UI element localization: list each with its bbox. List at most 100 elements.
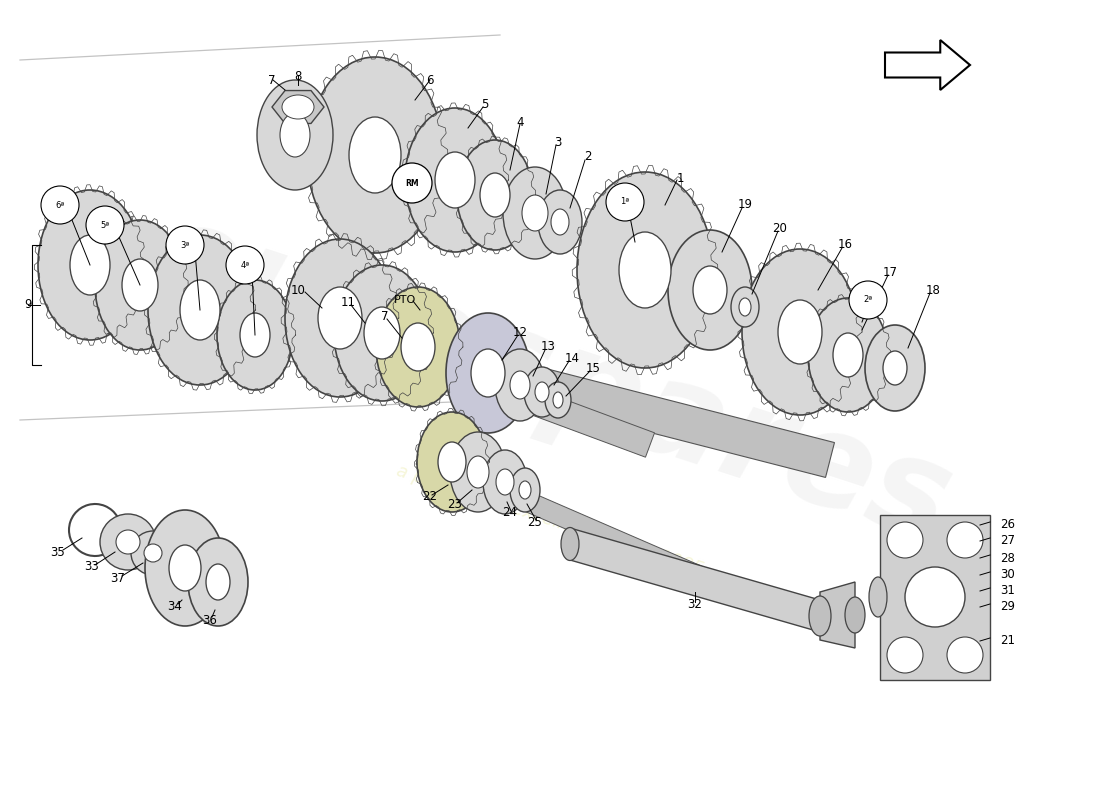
Text: 36: 36 [202, 614, 218, 626]
Text: 28: 28 [1000, 551, 1015, 565]
Text: 3ª: 3ª [180, 241, 189, 250]
Ellipse shape [510, 371, 530, 399]
Ellipse shape [318, 287, 362, 349]
Text: 2: 2 [584, 150, 592, 163]
Ellipse shape [742, 249, 858, 415]
Ellipse shape [468, 456, 490, 488]
Ellipse shape [519, 481, 531, 499]
Ellipse shape [619, 232, 671, 308]
Ellipse shape [553, 392, 563, 408]
Text: 16: 16 [837, 238, 852, 251]
Ellipse shape [544, 382, 571, 418]
Ellipse shape [808, 298, 888, 412]
Ellipse shape [95, 220, 185, 350]
Ellipse shape [188, 538, 248, 626]
Text: 12: 12 [513, 326, 528, 338]
Text: 1ª: 1ª [620, 198, 629, 206]
Text: 14: 14 [564, 351, 580, 365]
Ellipse shape [456, 140, 534, 250]
Text: RM: RM [405, 178, 419, 187]
Ellipse shape [282, 95, 314, 119]
Ellipse shape [100, 514, 156, 570]
Text: 15: 15 [585, 362, 601, 374]
Text: 33: 33 [85, 561, 99, 574]
Ellipse shape [869, 577, 887, 617]
Circle shape [166, 226, 204, 264]
Text: 24: 24 [503, 506, 517, 519]
Text: 29: 29 [1000, 601, 1015, 614]
Ellipse shape [833, 333, 864, 377]
Ellipse shape [70, 235, 110, 295]
Ellipse shape [434, 152, 475, 208]
Ellipse shape [450, 432, 506, 512]
Ellipse shape [808, 596, 830, 636]
Text: 30: 30 [1000, 569, 1014, 582]
Text: 35: 35 [51, 546, 65, 558]
Ellipse shape [510, 468, 540, 512]
Ellipse shape [551, 209, 569, 235]
Ellipse shape [845, 597, 865, 633]
Circle shape [226, 246, 264, 284]
Polygon shape [296, 303, 654, 457]
Ellipse shape [438, 442, 466, 482]
Text: 9: 9 [24, 298, 32, 311]
Ellipse shape [180, 280, 220, 340]
Text: 25: 25 [528, 515, 542, 529]
Text: a passion for excellence since 1985: a passion for excellence since 1985 [394, 462, 706, 578]
Ellipse shape [524, 367, 560, 417]
Polygon shape [820, 582, 855, 648]
Text: 26: 26 [1000, 518, 1015, 531]
Polygon shape [416, 446, 724, 594]
Ellipse shape [883, 351, 908, 385]
Ellipse shape [483, 450, 527, 514]
Polygon shape [45, 242, 835, 478]
Ellipse shape [206, 564, 230, 600]
Text: 8: 8 [295, 70, 301, 82]
Ellipse shape [144, 544, 162, 562]
Text: 1: 1 [676, 171, 684, 185]
Ellipse shape [116, 530, 140, 554]
Ellipse shape [122, 259, 158, 311]
Ellipse shape [349, 117, 402, 193]
Text: 7: 7 [382, 310, 388, 323]
Ellipse shape [495, 349, 544, 421]
Polygon shape [272, 90, 324, 123]
Text: 11: 11 [341, 297, 355, 310]
Text: 7: 7 [268, 74, 276, 86]
Ellipse shape [480, 173, 510, 217]
Circle shape [887, 637, 923, 673]
Ellipse shape [693, 266, 727, 314]
Circle shape [86, 206, 124, 244]
Text: 13: 13 [540, 341, 556, 354]
Circle shape [947, 522, 983, 558]
Ellipse shape [778, 300, 822, 364]
Ellipse shape [578, 172, 713, 368]
Ellipse shape [402, 323, 434, 371]
Ellipse shape [280, 113, 310, 157]
Circle shape [606, 183, 643, 221]
Ellipse shape [131, 531, 175, 575]
Ellipse shape [496, 469, 514, 495]
Ellipse shape [905, 567, 965, 627]
Ellipse shape [217, 280, 293, 390]
Text: 5ª: 5ª [100, 221, 110, 230]
Circle shape [41, 186, 79, 224]
Text: 31: 31 [1000, 585, 1015, 598]
Text: 4ª: 4ª [241, 261, 250, 270]
Ellipse shape [257, 80, 333, 190]
Text: 17: 17 [882, 266, 898, 278]
Circle shape [887, 522, 923, 558]
Ellipse shape [285, 239, 395, 397]
Polygon shape [886, 40, 970, 90]
Ellipse shape [376, 287, 460, 407]
Ellipse shape [865, 325, 925, 411]
Text: 27: 27 [1000, 534, 1015, 547]
Ellipse shape [503, 167, 566, 259]
Ellipse shape [307, 57, 443, 253]
Circle shape [849, 281, 887, 319]
Ellipse shape [405, 108, 505, 252]
Ellipse shape [364, 307, 400, 359]
Text: 19: 19 [737, 198, 752, 211]
Text: 23: 23 [448, 498, 462, 511]
Ellipse shape [732, 287, 759, 327]
